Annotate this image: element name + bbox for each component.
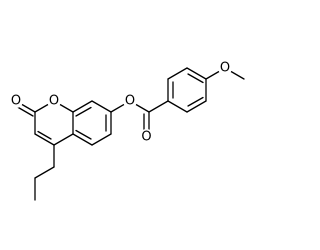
bond — [167, 100, 188, 113]
molecule-diagram: O O O O O — [9, 61, 245, 201]
bond — [186, 100, 207, 113]
atom-label: O — [220, 61, 230, 76]
atom-label: O — [125, 94, 135, 109]
bond — [167, 67, 188, 80]
bond — [75, 106, 92, 117]
bond — [34, 166, 55, 179]
bond — [186, 67, 207, 80]
bond — [37, 130, 52, 140]
label-bg — [9, 94, 23, 108]
label-bg — [123, 94, 137, 108]
bond — [34, 133, 55, 146]
bond — [91, 100, 112, 113]
bond — [91, 133, 112, 146]
bond — [53, 133, 74, 146]
atom-label: O — [141, 130, 151, 145]
bond — [187, 73, 204, 84]
bond — [72, 133, 93, 146]
bond — [187, 96, 204, 107]
label-bg — [218, 61, 232, 75]
bond — [148, 100, 169, 113]
label-bg — [47, 94, 61, 108]
atom-label: O — [49, 94, 59, 109]
atom-label: O — [11, 94, 21, 109]
label-bg — [139, 129, 154, 143]
bond — [72, 100, 93, 113]
structure: O O O O O — [9, 61, 245, 201]
bond — [75, 129, 92, 140]
